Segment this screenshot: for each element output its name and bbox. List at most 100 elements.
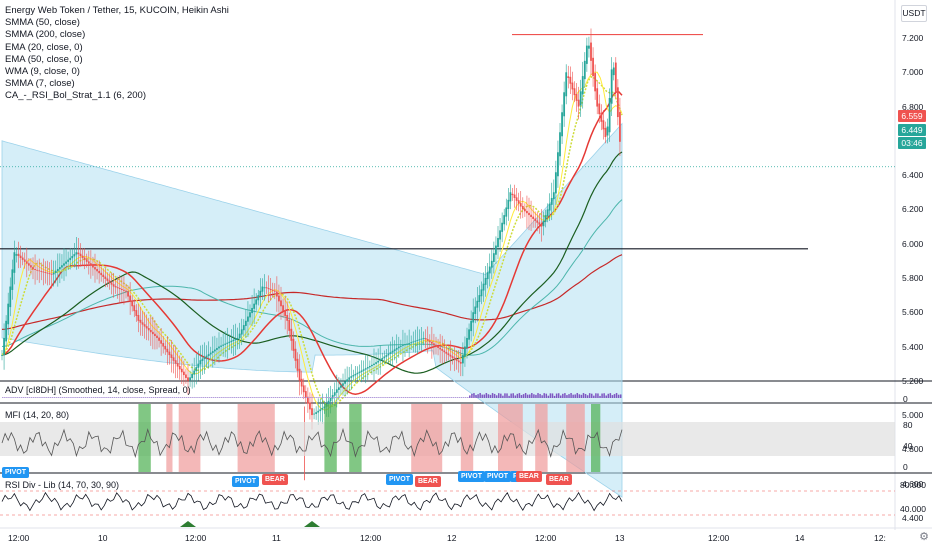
candle-body bbox=[375, 362, 377, 364]
study-ema-50[interactable]: EMA (50, close, 0) bbox=[5, 53, 83, 65]
rsi-bear-marker: BEAR bbox=[546, 474, 572, 485]
candle-body bbox=[112, 284, 115, 287]
adv-bar bbox=[214, 397, 217, 398]
adv-bar bbox=[369, 397, 372, 398]
candle-body bbox=[38, 270, 41, 272]
mfi-tick-0: 0 bbox=[903, 462, 908, 472]
adv-bar bbox=[128, 397, 130, 398]
candle-body bbox=[154, 333, 156, 337]
adv-bar bbox=[400, 397, 403, 398]
time-tick: 12:00 bbox=[360, 533, 382, 543]
adv-bar bbox=[16, 397, 18, 398]
adv-bar bbox=[163, 397, 165, 398]
adv-bar bbox=[495, 395, 498, 398]
gear-icon[interactable]: ⚙ bbox=[919, 531, 929, 543]
candle-body bbox=[546, 209, 549, 217]
chart-legend: Energy Web Token / Tether, 15, KUCOIN, H… bbox=[5, 5, 229, 103]
adv-bar bbox=[229, 397, 231, 398]
adv-bar bbox=[119, 397, 122, 398]
adv-bar bbox=[185, 397, 188, 398]
candle-body bbox=[563, 92, 566, 117]
adv-bar bbox=[477, 394, 479, 398]
candle-body bbox=[234, 338, 237, 341]
adv-bar bbox=[603, 393, 605, 398]
candle-body bbox=[414, 340, 417, 342]
candle-body bbox=[100, 272, 103, 276]
candle-body bbox=[433, 343, 435, 346]
rsi-pane-label[interactable]: RSI Div - Lib (14, 70, 30, 90) bbox=[5, 480, 120, 490]
candle-body bbox=[445, 351, 448, 354]
adv-bar bbox=[109, 397, 111, 398]
candle-body bbox=[21, 257, 24, 260]
adv-pane-label[interactable]: ADV [cI8DH] (Smoothed, 14, close, Spread… bbox=[5, 385, 191, 395]
adv-bar bbox=[547, 395, 550, 398]
mfi-pane-label[interactable]: MFI (14, 20, 80) bbox=[5, 410, 70, 420]
adv-bar bbox=[512, 393, 514, 398]
adv-bar bbox=[539, 393, 541, 398]
symbol-title[interactable]: Energy Web Token / Tether, 15, KUCOIN, H… bbox=[5, 5, 229, 16]
mfi-tick-40: 40 bbox=[903, 441, 913, 451]
candle-body bbox=[79, 253, 82, 257]
adv-bar bbox=[582, 393, 585, 398]
candle-body bbox=[511, 193, 514, 196]
adv-bar bbox=[421, 397, 424, 398]
candle-body bbox=[193, 370, 196, 375]
candle-body bbox=[362, 369, 365, 371]
candle-body bbox=[321, 407, 324, 410]
smma-50-line bbox=[1, 199, 623, 356]
adv-bar bbox=[402, 397, 405, 398]
candle-body bbox=[216, 348, 218, 350]
candle-body bbox=[300, 378, 303, 387]
adv-bar bbox=[297, 397, 300, 398]
mfi-signal-zone bbox=[566, 404, 585, 472]
adv-bar bbox=[260, 397, 262, 398]
candle-body bbox=[521, 205, 524, 210]
adv-bar bbox=[78, 397, 80, 398]
adv-bar bbox=[140, 397, 142, 398]
currency-label[interactable]: USDT bbox=[901, 5, 927, 22]
adv-bar bbox=[442, 397, 444, 398]
adv-bar bbox=[97, 397, 99, 398]
adv-bar bbox=[45, 397, 47, 398]
adv-bar bbox=[86, 397, 89, 398]
adv-bar bbox=[132, 397, 134, 398]
adv-bar bbox=[330, 397, 333, 398]
price-tick: 4.400 bbox=[902, 512, 924, 523]
study-ema-20[interactable]: EMA (20, close, 0) bbox=[5, 41, 83, 53]
candle-body bbox=[226, 342, 229, 344]
adv-bar bbox=[576, 393, 579, 398]
adv-bar bbox=[148, 397, 151, 398]
candle-body bbox=[77, 252, 80, 255]
adv-bar bbox=[274, 397, 277, 398]
adv-bar bbox=[469, 395, 471, 398]
study-wma-9[interactable]: WMA (9, close, 0) bbox=[5, 66, 80, 78]
adv-bar bbox=[349, 397, 351, 398]
adv-bar bbox=[524, 393, 527, 398]
adv-bar bbox=[444, 397, 446, 398]
study-smma-7[interactable]: SMMA (7, close) bbox=[5, 78, 75, 90]
candle-body bbox=[335, 389, 338, 393]
adv-bar bbox=[113, 397, 116, 398]
candle-body bbox=[232, 339, 235, 341]
rsi-pivot-marker: PIVOT bbox=[458, 471, 486, 482]
candle-body bbox=[205, 355, 208, 358]
adv-bar bbox=[493, 393, 496, 398]
adv-bar bbox=[285, 397, 287, 398]
study-rsi-bol-strat[interactable]: CA_-_RSI_Bol_Strat_1.1 (6, 200) bbox=[5, 90, 146, 102]
candle-body bbox=[443, 350, 446, 353]
candle-body bbox=[368, 365, 371, 368]
adv-bar bbox=[115, 397, 118, 398]
study-smma-200[interactable]: SMMA (200, close) bbox=[5, 29, 86, 41]
candle-body bbox=[528, 212, 530, 216]
study-smma-50[interactable]: SMMA (50, close) bbox=[5, 17, 80, 29]
adv-bar bbox=[458, 397, 461, 398]
candle-body bbox=[418, 339, 421, 341]
adv-bar bbox=[392, 397, 395, 398]
adv-bar bbox=[190, 397, 192, 398]
adv-bar bbox=[376, 397, 378, 398]
candle-body bbox=[236, 337, 239, 340]
adv-bar bbox=[560, 395, 562, 398]
adv-bar bbox=[130, 397, 132, 398]
candle-body bbox=[461, 355, 464, 364]
